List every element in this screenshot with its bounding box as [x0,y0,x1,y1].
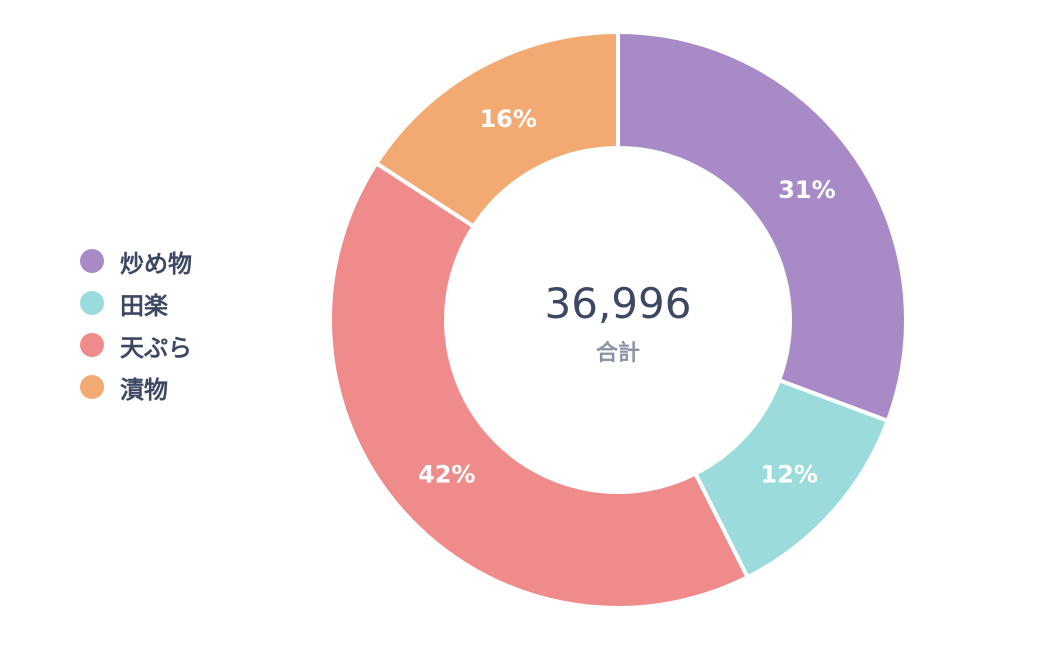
center-total-value: 36,996 [545,279,692,328]
legend-item: 田楽 [80,282,192,324]
slice-percent-label: 42% [418,461,475,489]
legend-swatch [80,249,104,273]
legend-label: 天ぷら [120,333,192,362]
legend-swatch [80,291,104,315]
legend-label: 田楽 [120,291,168,320]
legend-label: 漬物 [120,375,168,404]
legend-swatch [80,333,104,357]
donut-slice [328,161,750,610]
legend: 炒め物田楽天ぷら漬物 [80,240,192,408]
legend-item: 漬物 [80,366,192,408]
slice-percent-label: 31% [778,176,835,204]
legend-swatch [80,375,104,399]
legend-item: 天ぷら [80,324,192,366]
slice-labels: 31% 12% 42% 16% [418,105,836,489]
legend-item: 炒め物 [80,240,192,282]
donut-slice [374,30,620,229]
center-total-label: 合計 [596,340,640,366]
legend-label: 炒め物 [120,249,192,278]
donut-slice [616,30,908,423]
slice-percent-label: 12% [761,461,818,489]
slices [328,30,908,610]
slice-percent-label: 16% [479,105,536,133]
